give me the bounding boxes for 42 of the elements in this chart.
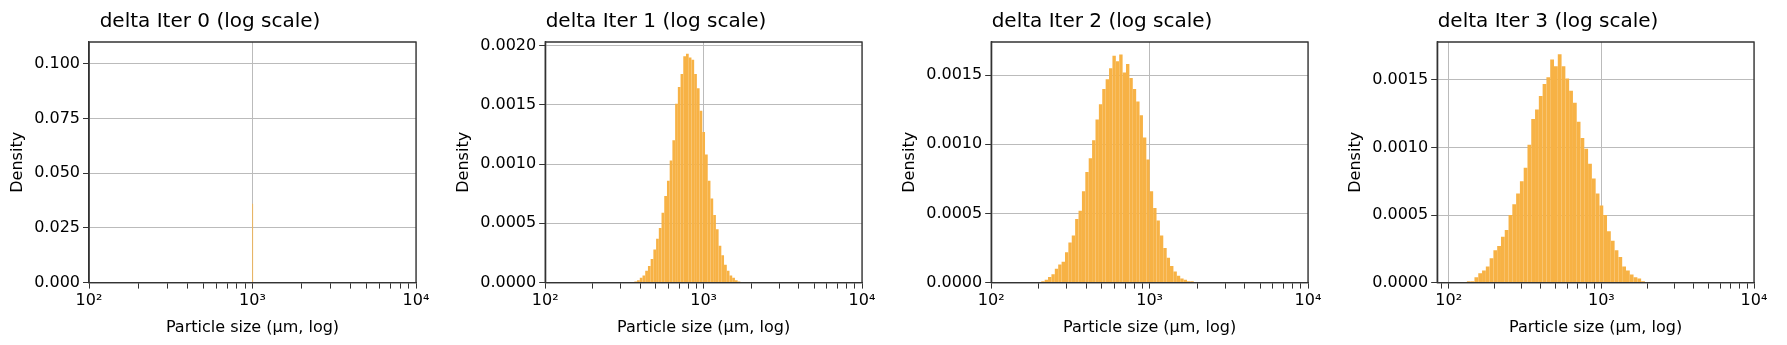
x-tick-label: 10⁴	[402, 290, 430, 310]
x-tick-label: 10⁴	[848, 290, 876, 310]
x-tick-label: 10²	[1435, 290, 1463, 310]
x-tick-label: 10³	[239, 290, 266, 310]
x-tick-label: 10⁴	[1740, 290, 1768, 310]
y-axis-title: Density	[898, 131, 918, 193]
y-tick-label: 0.000	[34, 271, 80, 291]
x-axis-title: Particle size (µm, log)	[165, 316, 340, 336]
y-axis-title: Density	[452, 131, 472, 193]
y-tick-label: 0.0015	[1372, 69, 1429, 88]
y-tick-label: 0.0010	[480, 153, 537, 173]
y-tick-label: 0.0000	[1372, 271, 1429, 291]
y-tick-label: 0.0000	[480, 271, 537, 291]
x-tick-label: 10²	[977, 290, 1005, 310]
x-tick-label: 10⁴	[1294, 290, 1322, 310]
y-tick-label: 0.0005	[1372, 204, 1429, 224]
y-tick-label: 0.0015	[480, 93, 537, 113]
x-tick-label: 10³	[1587, 290, 1615, 310]
y-tick-label: 0.0010	[926, 133, 983, 153]
y-tick-label: 0.075	[34, 107, 80, 127]
x-tick-label: 10²	[531, 290, 559, 310]
y-axis-title: Density	[1344, 131, 1364, 193]
y-tick-label: 0.0010	[1372, 136, 1429, 156]
x-tick-label: 10³	[690, 290, 717, 310]
x-axis-title: Particle size (µm, log)	[617, 316, 791, 336]
y-tick-label: 0.0005	[926, 202, 983, 222]
y-tick-label: 0.100	[34, 53, 80, 73]
x-tick-label: 10³	[1136, 290, 1163, 310]
y-tick-label: 0.0015	[926, 64, 983, 84]
x-axis-title: Particle size (µm, log)	[1509, 316, 1683, 336]
chart-title: delta Iter 3 (log scale)	[1437, 8, 1659, 33]
y-tick-label: 0.025	[34, 217, 80, 237]
y-tick-label: 0.050	[34, 162, 80, 182]
y-tick-label: 0.0000	[926, 271, 983, 291]
chart-title: delta Iter 2 (log scale)	[991, 8, 1213, 33]
chart-title: delta Iter 1 (log scale)	[545, 8, 767, 33]
chart-title: delta Iter 0 (log scale)	[99, 8, 321, 33]
x-tick-label: 10²	[75, 290, 103, 310]
x-axis-title: Particle size (µm, log)	[1063, 316, 1237, 336]
y-axis-title: Density	[6, 131, 26, 193]
y-tick-label: 0.0005	[480, 212, 537, 232]
y-tick-label: 0.0020	[480, 34, 537, 54]
